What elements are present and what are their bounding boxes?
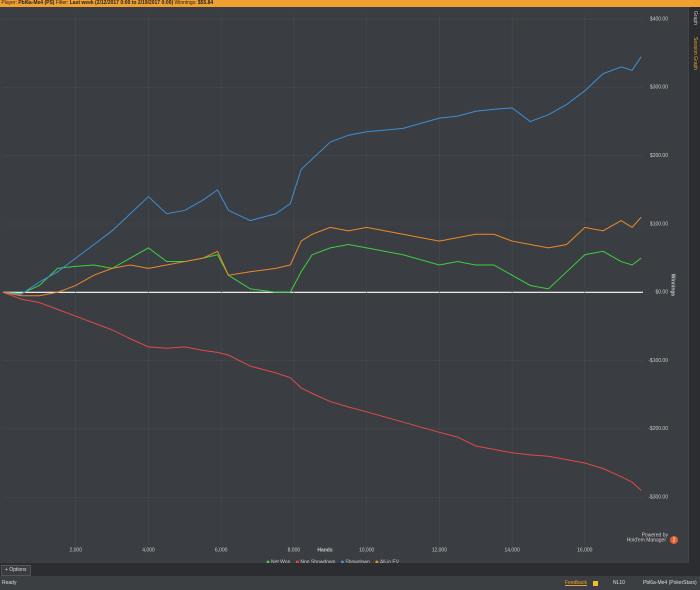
winnings: $55.84 [197,0,214,6]
legend-label: All-in EV [380,559,400,563]
logo [670,536,678,544]
legend-label: Net Won [271,559,291,563]
feedback-link[interactable]: Feedback [565,580,587,586]
y-axis-title: Winnings [670,274,676,297]
account: Pbl6a-Me4 (PokerStars) [643,580,697,586]
label: Winnings: [174,0,197,6]
x-tick-label: 10,000 [359,547,375,553]
y-tick-label: -$200.00 [648,426,668,432]
product: Hold'em Manager [627,537,667,543]
legend-swatch [266,560,270,563]
y-tick-label: $100.00 [650,221,668,227]
tab[interactable]: Graph [692,11,698,25]
x-tick-label: 12,000 [432,547,448,553]
label: Filter: [55,0,69,6]
x-axis-title: Hands [317,547,333,553]
series-line [2,216,642,297]
legend-swatch [340,560,344,563]
legend-label: Non Showdown [300,559,335,563]
label: Player: [1,0,17,6]
x-tick-label: 8,000 [288,547,301,553]
series-line [2,56,642,295]
label: Options [9,567,27,573]
legend-label: Showdown [345,559,370,563]
y-tick-label: -$100.00 [648,358,668,364]
status-bar: Ready Feedback NL10 Pbl6a-Me4 (PokerStar… [0,576,700,590]
x-tick-label: 4,000 [142,547,155,553]
series-line [2,243,642,295]
legend-swatch [375,560,379,563]
y-tick-label: -$300.00 [648,495,668,501]
side-tabs: Graph Session Graph [688,7,700,563]
x-tick-label: 2,000 [69,547,82,553]
status: Ready [2,580,17,586]
filter-bar: Player: Pbl6a-Me4 (PS) Filter: Last week… [0,0,700,7]
options-button[interactable]: + Options [1,565,31,576]
series-line [2,291,642,491]
legend-swatch [295,560,299,563]
y-tick-label: $400.00 [650,16,668,22]
icon [593,581,598,586]
player: Pbl6a-Me4 (PS) [18,0,55,6]
stake: NL10 [613,580,625,586]
options-bar: + Options [0,563,700,576]
x-tick-label: 16,000 [577,547,593,553]
y-tick-label: $300.00 [650,85,668,91]
x-tick-label: 6,000 [215,547,228,553]
chart: Hands Winnings Powered by Hold'em Manage… [0,7,688,563]
x-tick-label: 14,000 [504,547,520,553]
y-tick-label: $200.00 [650,153,668,159]
powered-by: Powered by [642,532,669,538]
version: 2 [673,537,676,543]
filter: Last week (2/12/2017 0:00 to 2/19/2017 0… [69,0,174,6]
tab[interactable]: Session Graph [692,37,698,71]
y-tick-label: $0.00 [655,290,668,296]
